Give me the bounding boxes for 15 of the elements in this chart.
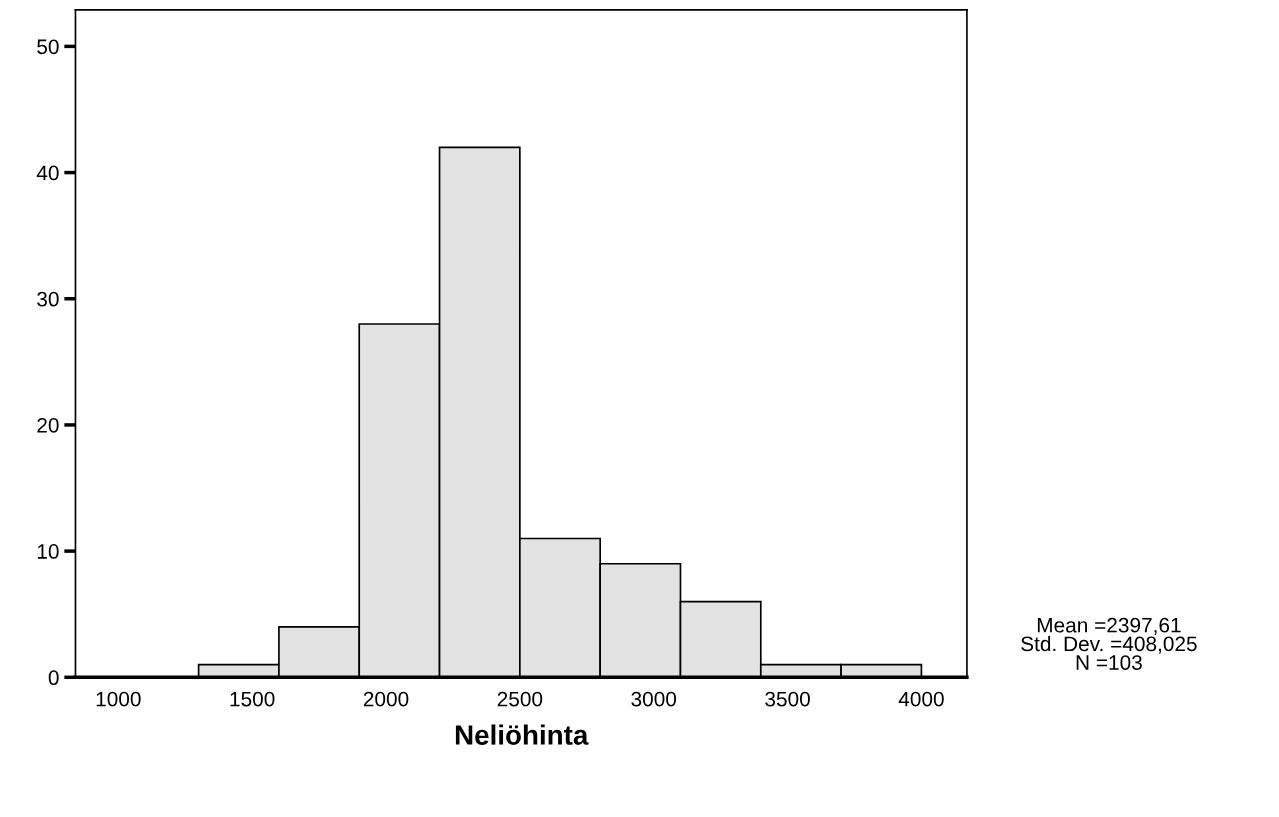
x-tick-label: 2500	[497, 691, 543, 707]
x-tick-label: 3500	[765, 691, 810, 707]
y-tick-label: 30	[37, 291, 59, 307]
x-tick-label: 4000	[898, 691, 944, 707]
y-tick-label: 50	[37, 39, 59, 55]
x-tick-label: 3000	[631, 691, 677, 707]
x-tick-label: 1000	[96, 691, 141, 707]
x-axis-title: Neliöhinta	[455, 724, 589, 745]
y-tick-label: 10	[37, 544, 59, 559]
x-tick-label: 2000	[363, 691, 409, 707]
y-tick-label: 40	[36, 165, 59, 181]
y-tick-label: 20	[37, 417, 59, 433]
x-tick-label: 1500	[230, 691, 275, 707]
text: Mean =2397,61 Std. Dev. =408,025 N =103	[1021, 617, 1197, 670]
y-tick-label: 0	[48, 670, 59, 686]
